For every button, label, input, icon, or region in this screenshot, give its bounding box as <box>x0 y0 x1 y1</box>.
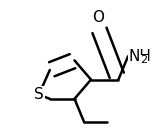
Text: S: S <box>34 87 44 102</box>
Text: 2: 2 <box>140 55 148 65</box>
Text: O: O <box>92 10 104 25</box>
Text: NH: NH <box>129 49 152 64</box>
